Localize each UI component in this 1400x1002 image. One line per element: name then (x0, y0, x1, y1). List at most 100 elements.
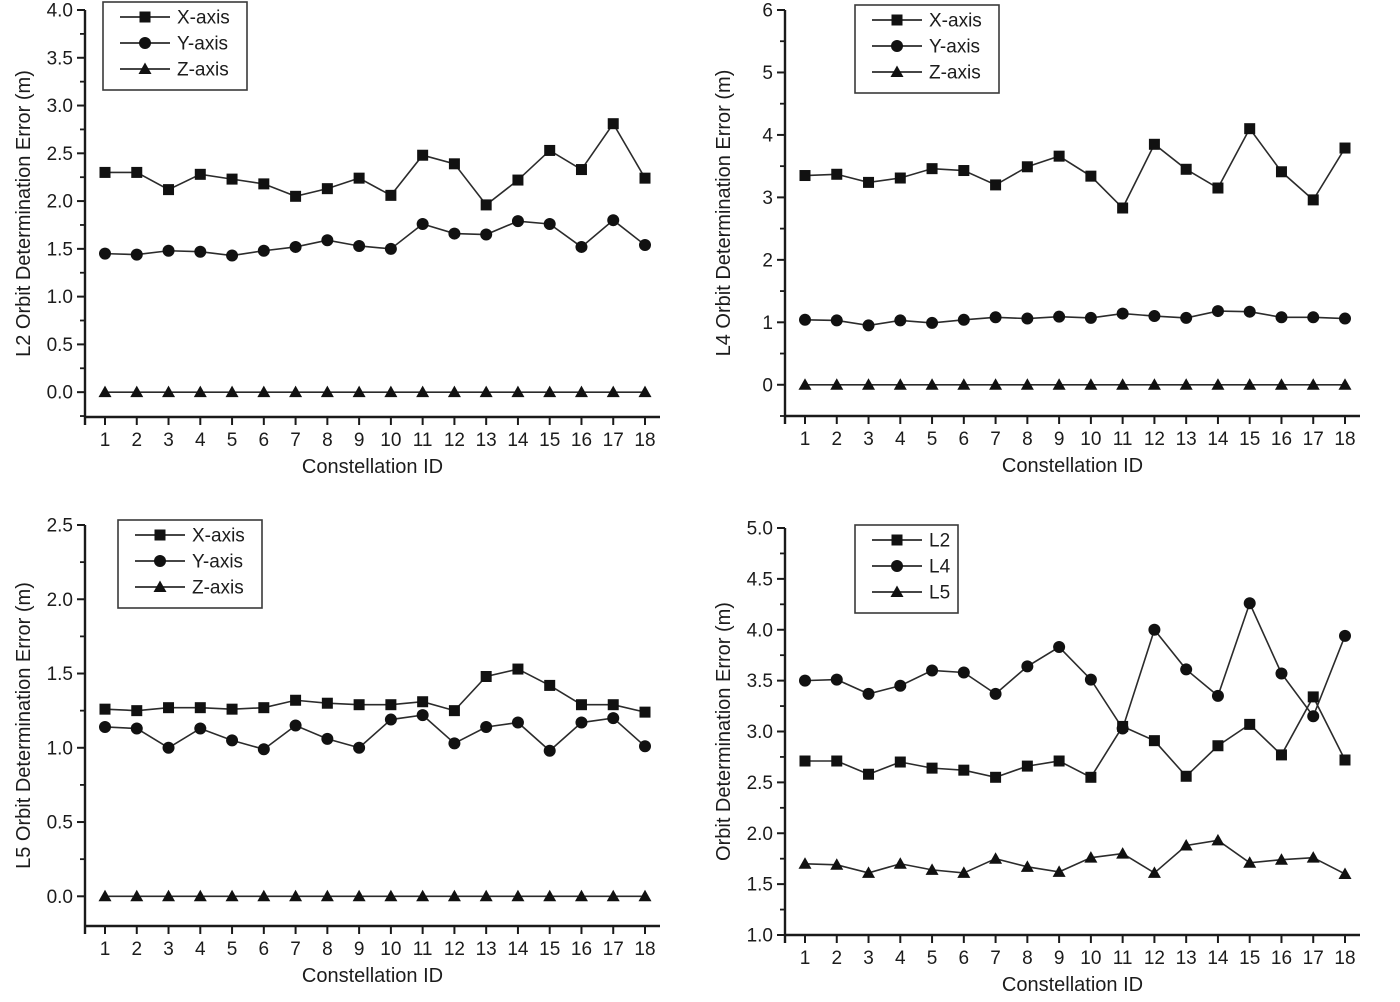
x-tick-label: 12 (1144, 429, 1165, 450)
triangle-marker-point (1052, 865, 1066, 877)
triangle-marker-point (193, 889, 207, 902)
triangle-marker-point (257, 385, 271, 398)
triangle-marker-point (1052, 378, 1066, 390)
triangle-marker-point (925, 378, 939, 390)
square-marker-point (1212, 182, 1224, 194)
chart-l2-svg: 0.00.51.01.52.02.53.03.54.01 2 3 4 5 6 7 8 9 10 11… (13, 1, 660, 478)
x-tick-label: 1 (100, 939, 111, 960)
x-tick-label: 3 (863, 429, 874, 450)
triangle-marker-point (1147, 866, 1161, 878)
circle-marker-point (926, 664, 939, 677)
square-marker-point (226, 703, 238, 715)
y-tick-label: 3.0 (747, 722, 773, 743)
circle-marker-point (480, 228, 493, 241)
legend-item-label: Z-axis (929, 63, 981, 84)
x-tick-label: 13 (1176, 948, 1197, 969)
circle-marker-point (99, 247, 111, 260)
circle-marker-point (257, 743, 270, 756)
triangle-marker-legend (138, 62, 152, 74)
x-tick-label: 1 (800, 429, 811, 450)
series-line-l4 (804, 601, 1346, 731)
circle-marker-point (926, 316, 939, 329)
x-tick-label: 12 (444, 430, 465, 451)
square-marker-point (385, 189, 397, 201)
triangle-marker-point (1147, 378, 1161, 390)
circle-marker-point (384, 713, 397, 726)
x-tick-label: 10 (1080, 948, 1101, 969)
circle-marker-point (289, 719, 302, 732)
square-marker-point (799, 170, 811, 182)
square-marker-point (1117, 202, 1129, 214)
chart-combined-svg: 1.01.52.02.53.03.54.04.55.01 2 3 4 5 6 7 8 9 10 11… (713, 519, 1360, 996)
triangle-marker-point (1338, 867, 1352, 879)
y-tick-label: 5.0 (747, 519, 773, 540)
x-axis-title: Constellation ID (302, 965, 443, 987)
circle-marker-point (1021, 660, 1034, 673)
x-tick-label: 2 (131, 430, 142, 451)
legend-item-label: Z-axis (192, 578, 244, 599)
triangle-marker-point (98, 889, 112, 902)
y-tick-label: 0.0 (47, 887, 73, 908)
triangle-marker-legend (890, 585, 904, 597)
triangle-marker-point (384, 889, 398, 902)
y-tick-label: 3.5 (747, 671, 773, 692)
y-tick-label: 2.5 (47, 144, 73, 165)
circle-marker-point (1021, 312, 1034, 325)
triangle-marker-point (320, 889, 334, 902)
y-tick-label: 2 (762, 250, 773, 271)
square-marker-point (131, 705, 143, 717)
triangle-marker-point (862, 378, 876, 390)
y-tick-label: 0.5 (47, 813, 73, 834)
series-line-l5 (804, 839, 1346, 875)
triangle-marker-point (574, 889, 588, 902)
y-tick-label: 3.0 (47, 96, 73, 117)
square-marker-point (194, 168, 206, 180)
y-tick-label: 6 (762, 1, 773, 22)
triangle-marker-point (416, 385, 430, 398)
square-marker-point (226, 173, 238, 185)
square-marker-point (926, 163, 938, 175)
square-marker-point (1307, 194, 1319, 206)
x-tick-label: 2 (131, 939, 142, 960)
circle-marker-point (1180, 663, 1193, 676)
circle-marker-point (448, 737, 461, 750)
legend-item-label: Y-axis (929, 37, 980, 58)
square-marker-point (163, 184, 175, 196)
circle-marker-point (799, 313, 811, 326)
x-tick-label: 10 (1080, 429, 1101, 450)
y-tick-label: 2.0 (47, 192, 73, 213)
y-tick-label: 0.5 (47, 335, 73, 356)
square-marker-point (607, 118, 619, 130)
circle-marker-legend (154, 555, 166, 567)
triangle-marker-point (320, 385, 334, 398)
triangle-marker-point (543, 889, 557, 902)
circle-marker-point (1275, 311, 1288, 324)
triangle-marker-point (225, 385, 239, 398)
x-tick-label: 11 (1113, 429, 1133, 450)
x-tick-label: 18 (1334, 948, 1355, 969)
square-marker-point (1180, 163, 1192, 175)
triangle-marker-point (989, 378, 1003, 390)
x-tick-label: 14 (507, 430, 529, 451)
square-marker-point (480, 670, 492, 682)
square-marker-point (512, 663, 524, 675)
legend-item-label: L5 (929, 583, 950, 604)
x-tick-label: 10 (380, 939, 401, 960)
triangle-marker-point (1338, 378, 1352, 390)
square-marker-point (1021, 161, 1033, 173)
series-line-y-axis (804, 310, 1346, 327)
x-tick-label: 5 (927, 948, 938, 969)
series-line-y-axis (104, 714, 646, 752)
square-marker-point (544, 679, 556, 691)
triangle-marker-point (957, 378, 971, 390)
x-tick-label: 10 (380, 430, 401, 451)
triangle-marker-point (130, 889, 144, 902)
x-tick-label: 15 (1239, 429, 1260, 450)
chart-l4-orbit-error: 0 1 2 3 4 5 6 1 2 3 4 5 6 7 8 9 10 11 12 13 14 15 16 17 18 Conste… (700, 0, 1400, 500)
y-tick-label: 1.0 (47, 738, 73, 759)
x-tick-label: 4 (195, 939, 206, 960)
x-tick-label: 16 (1271, 948, 1292, 969)
triangle-marker-point (479, 889, 493, 902)
x-tick-label: 17 (1303, 429, 1324, 450)
